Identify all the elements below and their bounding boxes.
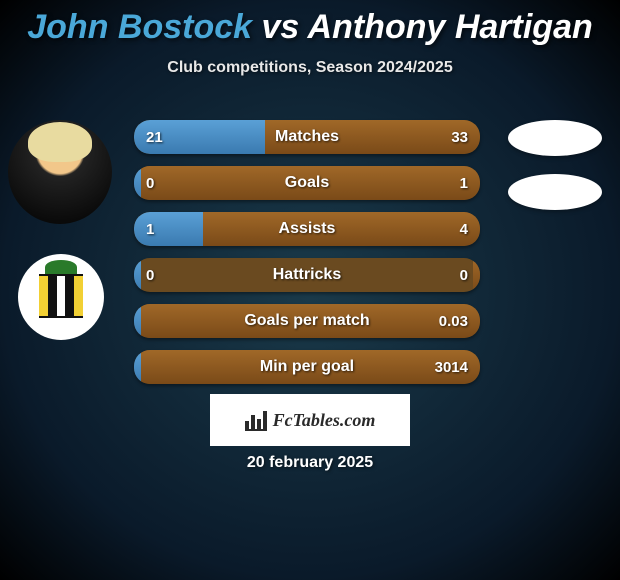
comparison-title: John Bostock vs Anthony Hartigan bbox=[0, 0, 620, 47]
player1-name: John Bostock bbox=[27, 8, 252, 46]
stat-value-right: 0 bbox=[460, 258, 468, 292]
stat-label: Goals bbox=[134, 166, 480, 200]
stat-label: Goals per match bbox=[134, 304, 480, 338]
stat-label: Assists bbox=[134, 212, 480, 246]
stat-value-right: 1 bbox=[460, 166, 468, 200]
stat-row: Hattricks0 0 bbox=[134, 258, 480, 292]
stat-value-right: 4 bbox=[460, 212, 468, 246]
stat-value-left: 0 bbox=[146, 166, 154, 200]
stat-label: Min per goal bbox=[134, 350, 480, 384]
stat-label: Matches bbox=[134, 120, 480, 154]
right-avatars bbox=[508, 120, 602, 228]
stats-chart: Matches2133Goals01Assists14Hattricks00Go… bbox=[134, 120, 480, 396]
stat-row: Goals0 1 bbox=[134, 166, 480, 200]
stat-value-right: 0.03 bbox=[439, 304, 468, 338]
player1-avatar bbox=[8, 120, 112, 224]
player2-club-placeholder bbox=[508, 174, 602, 210]
stat-label: Hattricks bbox=[134, 258, 480, 292]
stat-row: Assists1 4 bbox=[134, 212, 480, 246]
date-text: 20 february 2025 bbox=[0, 454, 620, 472]
stat-row: Matches21 33 bbox=[134, 120, 480, 154]
stat-value-left: 21 bbox=[146, 120, 163, 154]
stat-value-right: 3014 bbox=[435, 350, 468, 384]
watermark: FcTables.com bbox=[210, 394, 410, 446]
stat-row: Min per goal3014 bbox=[134, 350, 480, 384]
stat-value-left: 1 bbox=[146, 212, 154, 246]
stat-row: Goals per match0.03 bbox=[134, 304, 480, 338]
left-avatars bbox=[8, 120, 112, 340]
stat-value-right: 33 bbox=[451, 120, 468, 154]
watermark-text: FcTables.com bbox=[273, 410, 376, 431]
player2-avatar-placeholder bbox=[508, 120, 602, 156]
subtitle: Club competitions, Season 2024/2025 bbox=[0, 59, 620, 77]
fctables-logo-icon bbox=[245, 409, 267, 431]
vs-text: vs bbox=[262, 8, 300, 46]
player1-club-crest bbox=[18, 254, 104, 340]
stat-value-left: 0 bbox=[146, 258, 154, 292]
player2-name: Anthony Hartigan bbox=[308, 8, 593, 46]
